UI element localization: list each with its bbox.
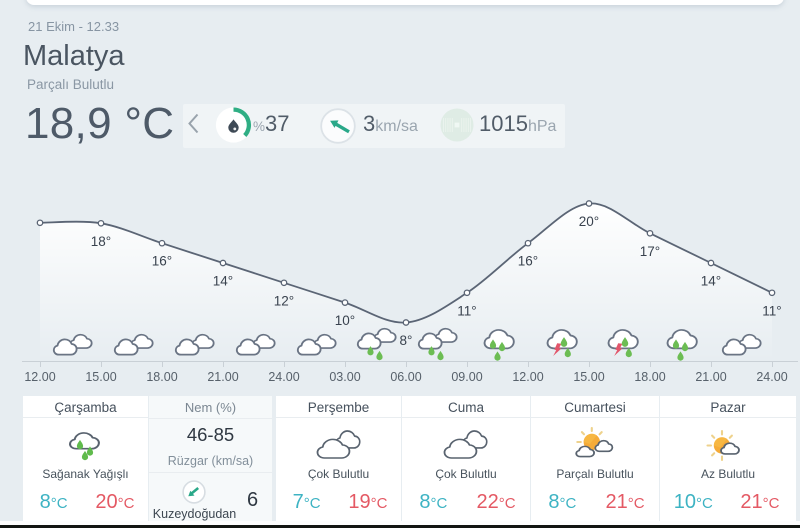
svg-text:12.00: 12.00 <box>24 370 55 384</box>
svg-text:14°: 14° <box>701 274 721 289</box>
svg-text:15.00: 15.00 <box>85 370 116 384</box>
svg-text:21.00: 21.00 <box>695 370 726 384</box>
svg-text:12.00: 12.00 <box>512 370 543 384</box>
svg-text:21.00: 21.00 <box>207 370 238 384</box>
svg-text:09.00: 09.00 <box>451 370 482 384</box>
svg-text:11°: 11° <box>762 303 781 318</box>
svg-text:06.00: 06.00 <box>390 370 421 384</box>
svg-text:8°: 8° <box>400 333 413 348</box>
svg-text:16°: 16° <box>152 254 172 269</box>
svg-text:16°: 16° <box>518 254 538 269</box>
svg-text:15.00: 15.00 <box>573 370 604 384</box>
svg-text:14°: 14° <box>213 274 233 289</box>
svg-text:03.00: 03.00 <box>329 370 360 384</box>
svg-text:20°: 20° <box>579 214 599 229</box>
svg-text:18.00: 18.00 <box>146 370 177 384</box>
svg-text:12°: 12° <box>274 293 294 308</box>
svg-text:17°: 17° <box>640 244 660 259</box>
svg-text:24.00: 24.00 <box>268 370 299 384</box>
svg-text:18.00: 18.00 <box>634 370 665 384</box>
svg-text:11°: 11° <box>457 303 476 318</box>
svg-text:10°: 10° <box>335 313 355 328</box>
svg-text:18°: 18° <box>91 234 111 249</box>
svg-text:24.00: 24.00 <box>756 370 787 384</box>
